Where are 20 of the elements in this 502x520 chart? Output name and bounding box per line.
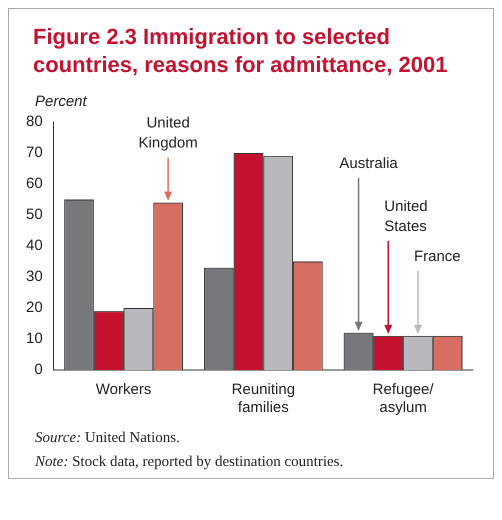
x-tick-label: Workers	[96, 381, 152, 398]
text: Note: Stock data, reported by destination countries.	[35, 453, 344, 472]
text: United States	[384, 198, 428, 235]
chart-title: Figure 2.3 Immigration to selected countries, reasons for admittance, 2001	[32, 23, 448, 79]
y-tick-label: 40	[26, 237, 43, 254]
y-tick-label: 30	[26, 268, 43, 286]
y-axis-title: Percent	[34, 92, 88, 110]
y-tick-label: 60	[26, 175, 43, 192]
y-tick-label: 50	[26, 206, 43, 224]
text: Australia	[339, 154, 398, 172]
text: United Kingdom	[138, 114, 198, 152]
y-tick-label: 80	[26, 113, 43, 130]
y-tick-label: 70	[26, 144, 43, 162]
y-tick-label: 10	[26, 330, 43, 348]
x-tick-label: Reuniting families	[232, 381, 296, 416]
x-tick-label: Refugee/ asylum	[372, 381, 434, 416]
y-tick-label: 20	[26, 299, 43, 316]
text: France	[414, 248, 461, 265]
source-note: Source: United Nations.	[35, 429, 181, 448]
y-tick-label: 0	[34, 361, 43, 378]
